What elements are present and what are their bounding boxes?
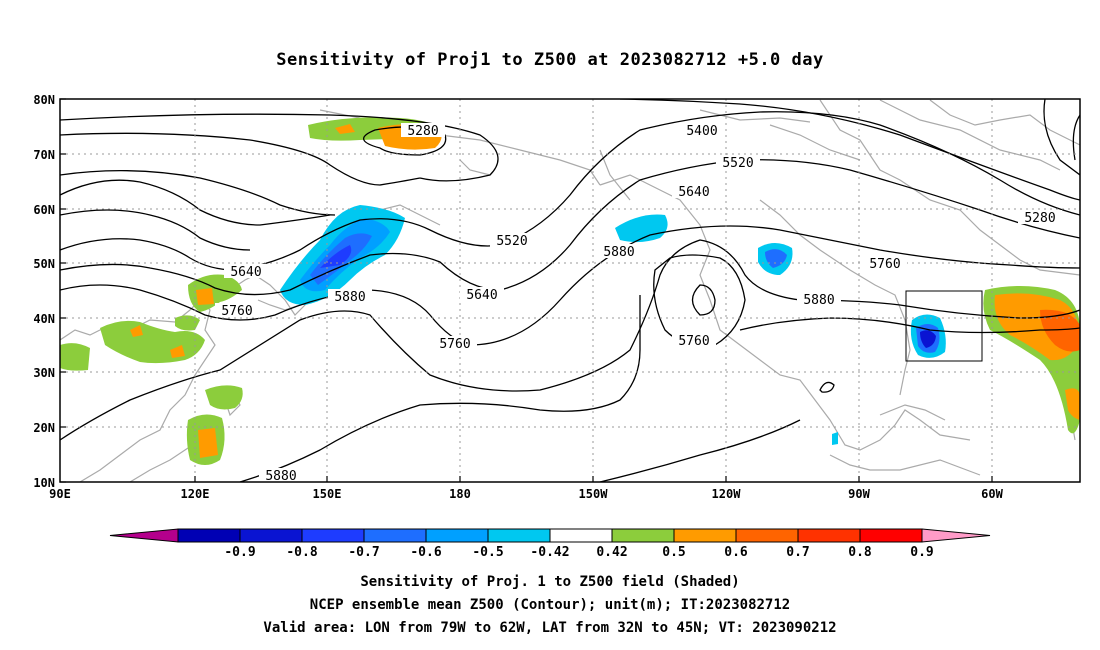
colorbar-box — [363, 528, 427, 543]
colorbar-box — [797, 528, 861, 543]
gridlines — [60, 99, 1080, 482]
lat-label: 10N — [33, 476, 55, 490]
lon-label: 120E — [181, 487, 210, 501]
plot-frame — [59, 98, 1081, 483]
colorbar-box — [239, 528, 303, 543]
colorbar-level-label: -0.8 — [286, 545, 317, 560]
svg-text:5760: 5760 — [869, 257, 900, 272]
colorbar-level-label: 0.42 — [596, 545, 627, 560]
colorbar-box — [549, 528, 613, 543]
colorbar-box — [301, 528, 365, 543]
contour-label: 5880 — [328, 289, 372, 305]
lat-label: 70N — [33, 148, 55, 162]
latitude-labels: 80N 70N 60N 50N 40N 30N 20N 10N — [33, 93, 55, 490]
lon-label: 150W — [579, 487, 609, 501]
lat-label: 80N — [33, 93, 55, 107]
lat-label: 30N — [33, 366, 55, 380]
colorbar-box — [673, 528, 737, 543]
colorbar-level-label: -0.42 — [530, 545, 569, 560]
contour-label: 5280 — [401, 123, 445, 139]
contour-label: 5280 — [1018, 210, 1062, 226]
colorbar-box — [611, 528, 675, 543]
svg-text:5520: 5520 — [496, 234, 527, 249]
colorbar-box — [859, 528, 923, 543]
lon-label: 150E — [313, 487, 342, 501]
valid-area-box — [905, 290, 983, 362]
colorbar-level-label: 0.5 — [662, 545, 685, 560]
colorbar-box — [735, 528, 799, 543]
svg-text:5640: 5640 — [466, 288, 497, 303]
lon-label: 60W — [981, 487, 1003, 501]
colorbar-left-arrow — [109, 528, 179, 543]
colorbar-level-label: 0.8 — [848, 545, 872, 560]
svg-text:5520: 5520 — [722, 156, 753, 171]
contour-label: 5520 — [716, 155, 760, 171]
contour-labels: 5280 5400 5520 5640 5280 5520 5640 5880 … — [215, 123, 1062, 484]
contour-label: 5880 — [797, 292, 841, 308]
svg-text:5640: 5640 — [230, 265, 261, 280]
lat-label: 40N — [33, 312, 55, 326]
contour-label: 5760 — [672, 333, 716, 349]
contour-label: 5640 — [460, 287, 504, 303]
colorbar-box — [487, 528, 551, 543]
colorbar-level-label: 0.6 — [724, 545, 748, 560]
svg-text:5280: 5280 — [407, 124, 438, 139]
map-title: Sensitivity of Proj1 to Z500 at 20230827… — [276, 50, 824, 70]
contour-label: 5640 — [224, 264, 268, 280]
contour-label: 5760 — [215, 303, 259, 319]
svg-text:5880: 5880 — [265, 469, 296, 484]
svg-text:5760: 5760 — [221, 304, 252, 319]
colorbar-level-label: 0.9 — [910, 545, 933, 560]
contour-label: 5400 — [680, 123, 724, 139]
colorbar-level-label: -0.7 — [348, 545, 379, 560]
svg-text:5880: 5880 — [334, 290, 365, 305]
caption-shaded: Sensitivity of Proj. 1 to Z500 field (Sh… — [360, 574, 740, 590]
svg-text:5880: 5880 — [603, 245, 634, 260]
svg-text:5280: 5280 — [1024, 211, 1055, 226]
svg-text:5760: 5760 — [678, 334, 709, 349]
colorbar-box — [177, 528, 241, 543]
tick-marks — [60, 98, 993, 483]
lat-label: 50N — [33, 257, 55, 271]
svg-text:5880: 5880 — [803, 293, 834, 308]
lon-label: 90W — [848, 487, 870, 501]
coastlines — [60, 99, 1080, 482]
contour-label: 5760 — [433, 336, 477, 352]
svg-text:5640: 5640 — [678, 185, 709, 200]
svg-text:5760: 5760 — [439, 337, 470, 352]
lon-label: 120W — [712, 487, 742, 501]
lat-label: 20N — [33, 421, 55, 435]
lon-label: 180 — [449, 487, 471, 501]
caption-valid-area: Valid area: LON from 79W to 62W, LAT fro… — [263, 620, 837, 636]
contour-label: 5760 — [863, 256, 907, 272]
lon-label: 90E — [49, 487, 71, 501]
lat-label: 60N — [33, 203, 55, 217]
contour-label: 5640 — [672, 184, 716, 200]
colorbar-right-arrow — [921, 528, 991, 543]
longitude-labels: 90E 120E 150E 180 150W 120W 90W 60W — [49, 487, 1003, 501]
contour-label: 5880 — [597, 244, 641, 260]
contour-label: 5520 — [490, 233, 534, 249]
svg-text:5400: 5400 — [686, 124, 717, 139]
colorbar-box — [425, 528, 489, 543]
colorbar-level-label: -0.9 — [224, 545, 255, 560]
colorbar-level-label: -0.5 — [472, 545, 503, 560]
contour-label: 5880 — [259, 468, 303, 484]
colorbar-level-label: -0.6 — [410, 545, 441, 560]
colorbar-level-label: 0.7 — [786, 545, 809, 560]
colorbar: -0.9 -0.8 -0.7 -0.6 -0.5 -0.42 0.42 0.5 0.6 0.7 0.… — [109, 528, 991, 560]
caption-contour: NCEP ensemble mean Z500 (Contour); unit(… — [309, 597, 791, 613]
